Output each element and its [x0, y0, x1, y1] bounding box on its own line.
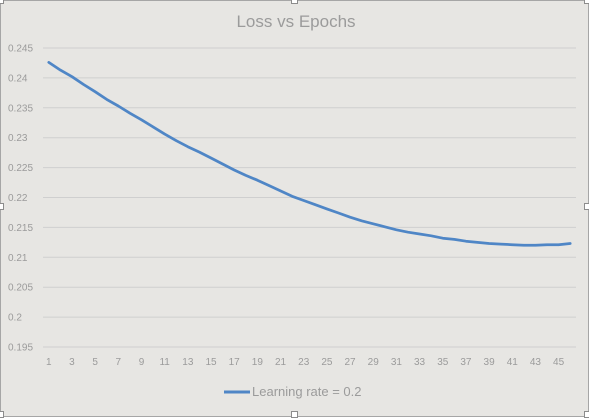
legend-label: Learning rate = 0.2: [252, 384, 362, 399]
series-layer: [47, 61, 572, 247]
resize-handle-top-left[interactable]: [0, 0, 4, 4]
x-tick-label: 21: [275, 357, 287, 368]
legend[interactable]: Learning rate = 0.2: [224, 384, 362, 399]
resize-handle-right[interactable]: [584, 203, 589, 210]
x-tick-label: 13: [182, 357, 194, 368]
resize-handle-top[interactable]: [291, 0, 298, 4]
series-line[interactable]: [47, 61, 572, 247]
x-tick-label: 3: [69, 357, 75, 368]
x-tick-label: 1: [46, 357, 52, 368]
y-axis-ticks: 0.2450.240.2350.230.2250.220.2150.210.20…: [8, 44, 33, 354]
y-tick-label: 0.23: [8, 133, 28, 144]
x-tick-label: 15: [205, 357, 217, 368]
x-axis-ticks: 1 3 5 7 9 11 13 15 17 19 21 23 25 27 29 31 33 35 37 39 41 43 4…: [46, 357, 565, 368]
resize-handle-left[interactable]: [0, 203, 4, 210]
y-tick-label: 0.24: [8, 73, 28, 84]
x-tick-label: 41: [507, 357, 519, 368]
x-tick-label: 9: [139, 357, 145, 368]
y-tick-label: 0.2: [8, 313, 22, 324]
y-tick-label: 0.22: [8, 193, 28, 204]
x-tick-label: 29: [368, 357, 380, 368]
x-tick-label: 45: [553, 357, 565, 368]
x-tick-label: 37: [460, 357, 472, 368]
chart-title: Loss vs Epochs: [236, 12, 355, 31]
y-tick-label: 0.245: [8, 44, 33, 55]
y-tick-label: 0.235: [8, 103, 33, 114]
x-tick-label: 35: [437, 357, 449, 368]
x-tick-label: 19: [252, 357, 264, 368]
x-tick-label: 31: [391, 357, 403, 368]
x-tick-label: 25: [321, 357, 333, 368]
resize-handle-top-right[interactable]: [584, 0, 589, 4]
y-tick-label: 0.21: [8, 253, 28, 264]
x-tick-label: 17: [229, 357, 241, 368]
gridlines: [43, 47, 576, 348]
x-tick-label: 43: [530, 357, 542, 368]
y-tick-label: 0.195: [8, 343, 33, 354]
x-tick-label: 23: [298, 357, 310, 368]
x-tick-label: 39: [484, 357, 496, 368]
y-tick-label: 0.215: [8, 223, 33, 234]
x-tick-label: 5: [92, 357, 98, 368]
x-tick-label: 27: [344, 357, 356, 368]
y-tick-label: 0.205: [8, 283, 33, 294]
x-tick-label: 7: [116, 357, 122, 368]
x-tick-label: 11: [159, 357, 170, 368]
x-tick-label: 33: [414, 357, 426, 368]
y-tick-label: 0.225: [8, 163, 33, 174]
